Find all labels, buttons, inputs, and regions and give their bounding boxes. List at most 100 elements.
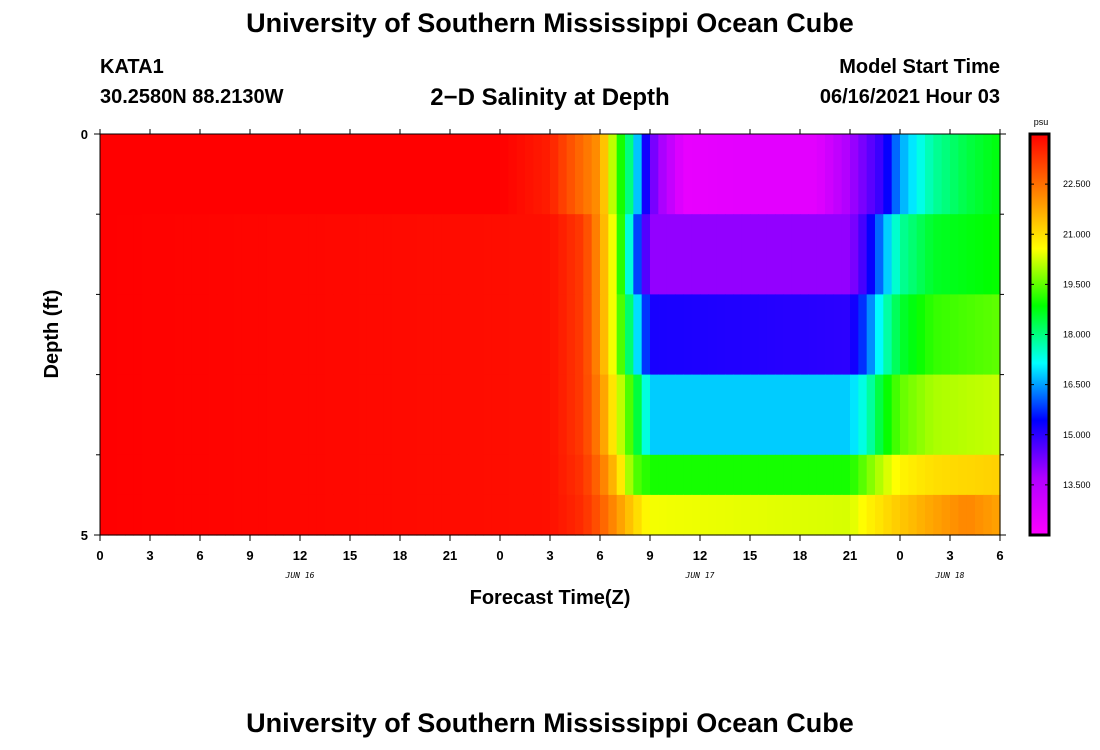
heatmap-cell: [775, 374, 784, 456]
heatmap-cell: [833, 294, 843, 376]
heatmap-cell: [458, 294, 468, 376]
heatmap-cell: [458, 374, 468, 456]
heatmap-cell: [308, 294, 318, 376]
heatmap-cell: [408, 494, 418, 536]
heatmap-cell: [416, 454, 426, 496]
heatmap-cell: [816, 454, 826, 496]
heatmap-cell: [341, 454, 351, 496]
heatmap-cell: [266, 134, 276, 215]
heatmap-cell: [791, 494, 801, 536]
heatmap-cell: [441, 294, 451, 376]
heatmap-cell: [800, 294, 809, 376]
heatmap-cell: [541, 214, 551, 295]
heatmap-cell: [966, 294, 976, 376]
heatmap-cell: [708, 494, 718, 536]
heatmap-cell: [558, 374, 568, 456]
heatmap-cell: [183, 494, 193, 536]
heatmap-cell: [175, 494, 184, 536]
heatmap-cell: [816, 374, 826, 456]
heatmap-cell: [566, 134, 576, 215]
heatmap-cell: [800, 214, 809, 295]
heatmap-cell: [308, 134, 318, 215]
heatmap-cell: [841, 134, 851, 215]
heatmap-cell: [733, 454, 743, 496]
heatmap-cell: [758, 134, 768, 215]
heatmap-cell: [125, 214, 134, 295]
heatmap-cell: [216, 294, 226, 376]
heatmap-cell: [858, 374, 868, 456]
heatmap-cell: [458, 494, 468, 536]
heatmap-cell: [766, 374, 776, 456]
heatmap-cell: [725, 374, 734, 456]
heatmap-cell: [441, 214, 451, 295]
heatmap-cell: [533, 214, 543, 295]
heatmap-cell: [525, 214, 534, 295]
x-axis-title: Forecast Time(Z): [470, 587, 631, 609]
heatmap-cell: [200, 294, 209, 376]
heatmap-cell: [641, 374, 651, 456]
heatmap-cell: [100, 214, 109, 295]
heatmap-cell: [116, 214, 126, 295]
heatmap-cell: [250, 454, 259, 496]
heatmap-cell: [891, 454, 901, 496]
heatmap-cell: [266, 214, 276, 295]
heatmap-cell: [183, 134, 193, 215]
heatmap-cell: [533, 294, 543, 376]
heatmap-cell: [958, 494, 968, 536]
heatmap-cell: [175, 134, 184, 215]
heatmap-cell: [325, 134, 334, 215]
heatmap-cell: [750, 374, 759, 456]
heatmap-cell: [366, 294, 376, 376]
heatmap-cell: [533, 374, 543, 456]
heatmap-cell: [100, 494, 109, 536]
heatmap-cell: [675, 294, 684, 376]
heatmap-cell: [416, 294, 426, 376]
heatmap-cell: [891, 494, 901, 536]
heatmap-cell: [158, 134, 168, 215]
heatmap-cell: [933, 134, 943, 215]
heatmap-cell: [166, 134, 176, 215]
heatmap-cell: [166, 294, 176, 376]
heatmap-cell: [666, 374, 676, 456]
heatmap-cell: [216, 494, 226, 536]
heatmap-cell: [950, 214, 959, 295]
heatmap-cell: [825, 294, 834, 376]
heatmap-cell: [633, 454, 643, 496]
heatmap-cell: [916, 454, 926, 496]
heatmap-cell: [600, 294, 609, 376]
heatmap-cell: [950, 494, 959, 536]
heatmap-cell: [316, 374, 326, 456]
heatmap-cell: [433, 374, 443, 456]
heatmap-cell: [816, 134, 826, 215]
heatmap-cell: [650, 134, 659, 215]
date-label: JUN 18: [935, 571, 965, 580]
heatmap-cell: [608, 374, 618, 456]
heatmap-cell: [741, 134, 751, 215]
heatmap-cell: [208, 134, 218, 215]
heatmap-cell: [750, 134, 759, 215]
heatmap-cell: [841, 214, 851, 295]
heatmap-cell: [400, 134, 409, 215]
heatmap-cell: [933, 374, 943, 456]
heatmap-cell: [616, 494, 626, 536]
heatmap-cell: [983, 454, 993, 496]
heatmap-cell: [383, 494, 393, 536]
heatmap-cell: [550, 454, 559, 496]
heatmap-cell: [408, 214, 418, 295]
date-label: JUN 16: [285, 571, 315, 580]
date-label: JUN 17: [685, 571, 715, 580]
heatmap-cell: [400, 454, 409, 496]
heatmap-cell: [791, 454, 801, 496]
heatmap-cell: [441, 134, 451, 215]
heatmap-cell: [525, 494, 534, 536]
heatmap-cell: [825, 454, 834, 496]
heatmap-cell: [683, 214, 693, 295]
heatmap-cell: [141, 214, 151, 295]
heatmap-cell: [900, 374, 909, 456]
heatmap-cell: [175, 214, 184, 295]
heatmap-cell: [733, 494, 743, 536]
heatmap-cell: [691, 494, 701, 536]
heatmap-cell: [658, 294, 668, 376]
heatmap-cell: [983, 214, 993, 295]
heatmap-cell: [466, 454, 476, 496]
